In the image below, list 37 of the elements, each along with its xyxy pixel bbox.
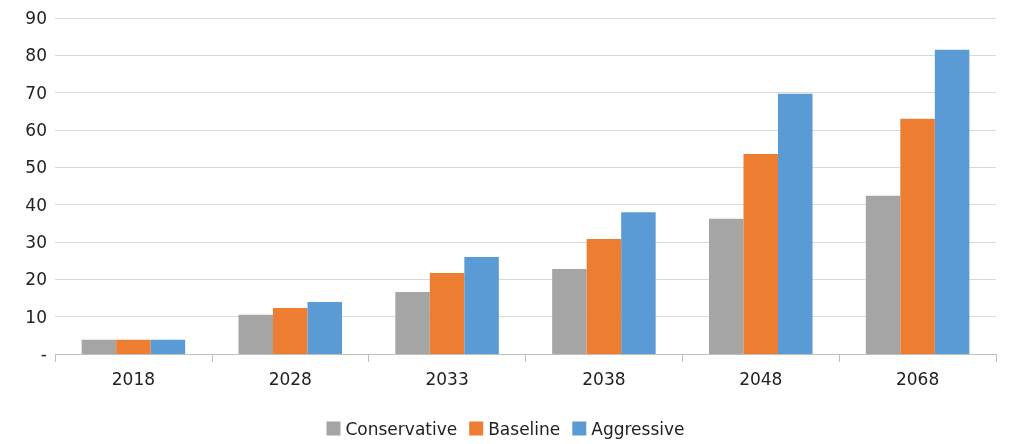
bar bbox=[238, 314, 273, 354]
y-tick-label: 80 bbox=[25, 45, 47, 66]
bar bbox=[150, 339, 186, 354]
bar bbox=[429, 272, 465, 354]
legend-label: Aggressive bbox=[591, 418, 685, 439]
x-tick-label: 2018 bbox=[111, 368, 156, 389]
y-tick-label: 70 bbox=[25, 82, 47, 103]
x-tick-label: 2048 bbox=[739, 368, 783, 389]
legend-label: Baseline bbox=[488, 418, 561, 439]
bar bbox=[273, 308, 308, 354]
bar bbox=[586, 239, 622, 354]
bar bbox=[81, 339, 117, 354]
y-tick-label: - bbox=[40, 344, 47, 364]
bar bbox=[743, 153, 778, 354]
bar bbox=[621, 212, 656, 354]
y-tick-label: 50 bbox=[25, 157, 47, 178]
y-tick-label: 60 bbox=[25, 120, 47, 140]
x-tick-label: 2068 bbox=[895, 368, 940, 389]
legend-label: Conservative bbox=[345, 418, 458, 439]
bar bbox=[778, 93, 813, 354]
x-tick-label: 2038 bbox=[582, 368, 626, 389]
x-tick-label: 2028 bbox=[268, 368, 312, 389]
bar bbox=[464, 256, 499, 354]
y-tick-label: 40 bbox=[25, 194, 47, 215]
x-tick-label: 2033 bbox=[425, 368, 469, 389]
bar bbox=[865, 195, 901, 354]
y-tick-label: 90 bbox=[25, 8, 47, 28]
bar bbox=[307, 302, 343, 354]
y-tick-label: 20 bbox=[25, 269, 47, 290]
y-tick-label: 30 bbox=[25, 232, 47, 252]
bar bbox=[552, 268, 587, 354]
y-tick-label: 10 bbox=[25, 306, 47, 327]
bar bbox=[709, 218, 744, 354]
bar bbox=[900, 118, 935, 354]
bar bbox=[116, 339, 151, 354]
bar bbox=[934, 49, 970, 354]
bar bbox=[395, 292, 430, 354]
